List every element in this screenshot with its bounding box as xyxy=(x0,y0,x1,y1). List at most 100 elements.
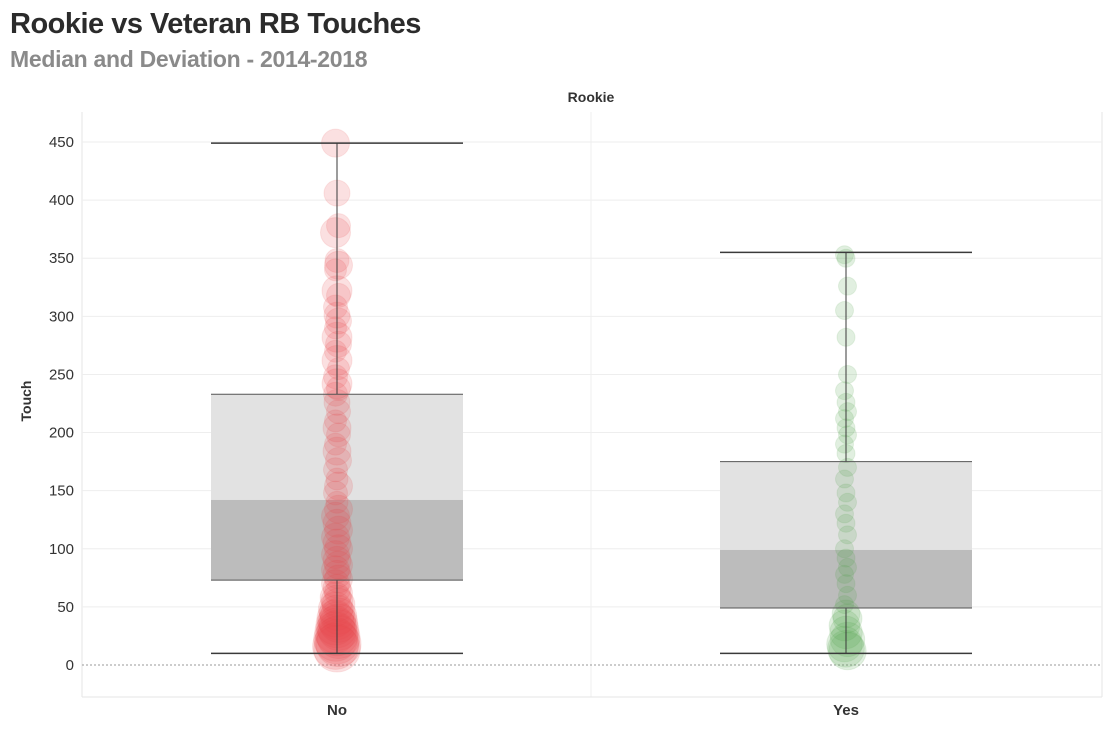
data-point-no xyxy=(321,569,350,599)
data-point-no xyxy=(324,258,347,282)
data-point-yes xyxy=(838,364,857,384)
data-point-yes xyxy=(838,402,857,422)
data-point-yes xyxy=(838,585,857,605)
data-point-no xyxy=(312,622,359,670)
data-point-no xyxy=(318,603,359,643)
data-point-yes xyxy=(835,381,854,401)
data-point-no xyxy=(324,409,347,433)
data-point-no xyxy=(313,617,358,662)
data-point-no xyxy=(321,555,350,585)
data-point-no xyxy=(326,399,351,425)
box-lower-yes xyxy=(720,549,972,609)
whisker-layer xyxy=(211,142,972,655)
y-tick-label: 400 xyxy=(49,192,74,209)
data-point-no xyxy=(325,330,352,358)
y-tick-label: 150 xyxy=(49,483,74,500)
data-point-yes xyxy=(828,631,867,671)
data-point-yes xyxy=(838,276,857,296)
data-point-yes xyxy=(836,548,856,568)
box-layer xyxy=(211,394,972,609)
data-point-yes xyxy=(836,574,856,594)
y-tick-label: 200 xyxy=(49,425,74,442)
data-point-yes xyxy=(838,492,857,512)
data-point-no xyxy=(322,508,352,538)
data-point-no xyxy=(319,597,358,635)
y-tick-label: 250 xyxy=(49,366,74,383)
data-point-no xyxy=(324,534,353,564)
data-point-yes xyxy=(838,457,857,477)
data-point-no xyxy=(322,528,352,558)
y-tick-label: 100 xyxy=(49,541,74,558)
data-point-yes xyxy=(835,434,854,454)
box-upper-no xyxy=(211,394,463,500)
data-point-no xyxy=(324,339,347,363)
y-axis-label: Touch xyxy=(18,381,34,422)
data-point-yes xyxy=(838,425,857,445)
data-point-no xyxy=(322,413,352,443)
data-point-no xyxy=(325,446,352,474)
chart-title: Rookie vs Veteran RB Touches xyxy=(10,8,421,40)
box-upper-yes xyxy=(720,461,972,550)
data-point-yes xyxy=(835,539,854,559)
data-point-no xyxy=(324,432,347,456)
axis-layer: 0 50 100 150 200 250 300 350 400 450 No Yes xyxy=(49,134,859,719)
data-point-yes xyxy=(836,483,856,503)
data-point-yes xyxy=(835,301,854,321)
data-point-no xyxy=(324,578,353,608)
data-point-no xyxy=(319,581,352,614)
data-point-no xyxy=(315,621,362,668)
data-point-no xyxy=(316,599,355,638)
point-layer xyxy=(312,128,867,673)
data-point-yes xyxy=(832,603,863,634)
y-tick-label: 450 xyxy=(49,134,74,151)
data-point-yes xyxy=(835,504,854,524)
data-point-no xyxy=(321,501,350,531)
data-point-yes xyxy=(835,595,854,615)
data-point-no xyxy=(324,550,353,580)
data-point-yes xyxy=(835,469,854,489)
data-point-no xyxy=(321,522,350,552)
data-point-no xyxy=(315,605,356,646)
data-point-no xyxy=(322,545,352,575)
data-point-no xyxy=(322,436,352,466)
data-point-no xyxy=(323,294,348,320)
data-point-no xyxy=(320,217,351,249)
data-point-no xyxy=(325,307,352,335)
data-point-no xyxy=(326,282,351,308)
data-point-yes xyxy=(838,525,857,545)
data-point-no xyxy=(324,471,353,501)
data-point-no xyxy=(324,316,347,340)
data-point-no xyxy=(326,422,351,448)
y-tick-label: 350 xyxy=(49,250,74,267)
data-point-no xyxy=(324,515,353,545)
chart-subtitle: Median and Deviation - 2014-2018 xyxy=(10,46,368,72)
x-tick-label: No xyxy=(327,702,347,719)
box-lower-no xyxy=(211,499,463,581)
data-point-no xyxy=(323,364,348,390)
data-point-no xyxy=(317,609,360,652)
data-point-no xyxy=(326,213,351,239)
data-point-no xyxy=(323,480,348,506)
data-point-no xyxy=(327,357,350,381)
data-point-yes xyxy=(829,621,866,658)
data-point-no xyxy=(321,587,356,622)
data-point-no xyxy=(324,564,353,594)
data-point-yes xyxy=(835,564,854,584)
y-tick-label: 50 xyxy=(57,599,74,616)
data-point-yes xyxy=(835,409,854,429)
y-tick-label: 300 xyxy=(49,308,74,325)
data-point-no xyxy=(323,457,348,483)
data-point-yes xyxy=(836,513,856,533)
data-point-no xyxy=(321,540,350,570)
data-point-yes xyxy=(828,609,861,642)
column-header: Rookie xyxy=(568,89,615,105)
data-point-no xyxy=(316,615,361,660)
y-tick-label: 0 xyxy=(66,657,74,674)
data-point-no xyxy=(324,250,353,280)
data-point-no xyxy=(317,591,354,627)
data-point-yes xyxy=(835,245,854,265)
data-point-no xyxy=(325,467,349,491)
data-point-no xyxy=(325,490,349,514)
x-tick-label: Yes xyxy=(833,702,859,719)
